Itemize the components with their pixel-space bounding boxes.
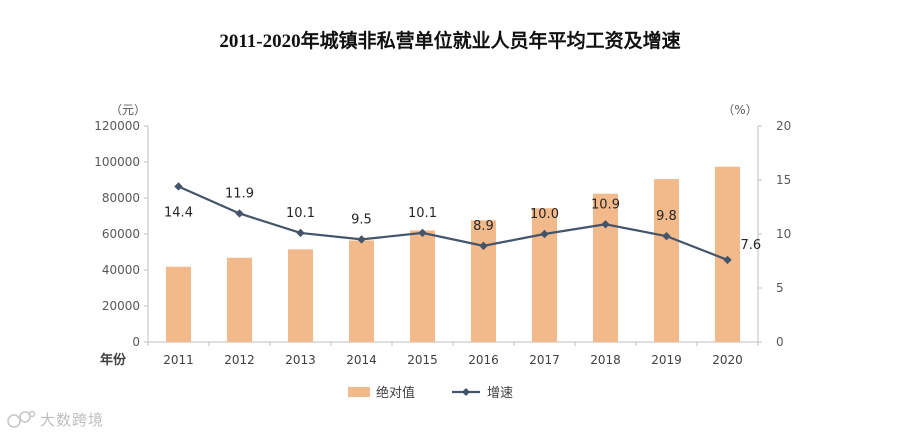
bar-2013 [288, 249, 313, 342]
growth-data-label: 14.4 [164, 205, 193, 220]
growth-point-2013 [296, 228, 305, 238]
x-tick-label: 2018 [590, 353, 621, 367]
growth-data-label: 10.1 [408, 206, 437, 221]
right-tick-label: 15 [776, 173, 791, 187]
chart-labels: 0 20000 40000 60000 80000 100000 120000 0 5 10 15 2… [94, 103, 791, 368]
legend-label-line: 增速 [487, 386, 513, 401]
x-tick-label: 2011 [163, 353, 194, 367]
bar-2020 [715, 166, 740, 342]
x-tick-label: 2016 [468, 353, 499, 367]
left-tick-label: 60000 [102, 227, 140, 241]
left-tick-label: 40000 [102, 263, 140, 277]
left-axis-unit: （元） [110, 103, 146, 117]
growth-data-label: 10.9 [591, 197, 620, 212]
bar-2011 [166, 266, 191, 342]
growth-point-2016 [479, 241, 488, 251]
left-tick-label: 120000 [94, 119, 140, 133]
right-tick-label: 20 [776, 119, 791, 133]
growth-point-2019 [662, 231, 671, 241]
growth-point-2015 [418, 228, 427, 238]
line-series [174, 182, 732, 265]
right-tick-label: 10 [776, 227, 791, 241]
watermark-logo-icon [7, 410, 36, 428]
chart-title: 2011-2020年城镇非私营单位就业人员年平均工资及增速 [219, 31, 681, 52]
growth-data-label: 7.6 [741, 238, 762, 253]
legend-marker-line [462, 388, 470, 396]
growth-data-label: 8.9 [473, 219, 494, 234]
x-tick-label: 2015 [407, 353, 438, 367]
growth-data-label: 10.1 [286, 206, 315, 221]
x-tick-label: 2020 [712, 353, 743, 367]
growth-point-2020 [723, 255, 732, 265]
growth-line [178, 185, 728, 261]
legend-label-bar: 绝对值 [376, 385, 415, 401]
growth-data-label: 10.0 [530, 207, 559, 222]
left-tick-label: 0 [132, 335, 140, 349]
bar-2014 [349, 240, 374, 342]
bar-2018 [593, 193, 618, 342]
bar-2019 [654, 179, 679, 342]
growth-data-label: 9.8 [656, 209, 677, 224]
x-tick-label: 2014 [346, 353, 377, 367]
bar-2015 [410, 230, 435, 342]
legend-swatch-bar [348, 387, 370, 397]
growth-point-2014 [357, 235, 366, 244]
growth-point-2011 [174, 182, 183, 191]
right-tick-label: 5 [776, 281, 784, 295]
left-tick-label: 20000 [102, 299, 140, 313]
x-axis-label: 年份 [100, 352, 127, 368]
growth-data-label: 9.5 [351, 212, 372, 227]
x-tick-label: 2012 [224, 353, 255, 367]
bar-2016 [471, 220, 496, 342]
x-tick-label: 2017 [529, 353, 560, 367]
right-tick-label: 0 [776, 335, 784, 349]
bar-2012 [227, 257, 252, 342]
growth-point-2012 [235, 209, 244, 218]
growth-point-2017 [540, 229, 549, 239]
growth-data-label: 11.9 [225, 186, 254, 201]
left-tick-label: 80000 [102, 191, 140, 205]
bar-2017 [532, 208, 557, 342]
x-tick-label: 2019 [651, 353, 682, 367]
right-axis-unit: （%） [722, 103, 757, 117]
x-tick-label: 2013 [285, 353, 316, 367]
watermark: 大数跨境 [6, 406, 104, 432]
left-tick-label: 100000 [94, 155, 140, 169]
chart-legend: 绝对值 增速 [348, 385, 513, 401]
growth-point-2018 [601, 220, 610, 229]
watermark-text: 大数跨境 [40, 410, 105, 429]
